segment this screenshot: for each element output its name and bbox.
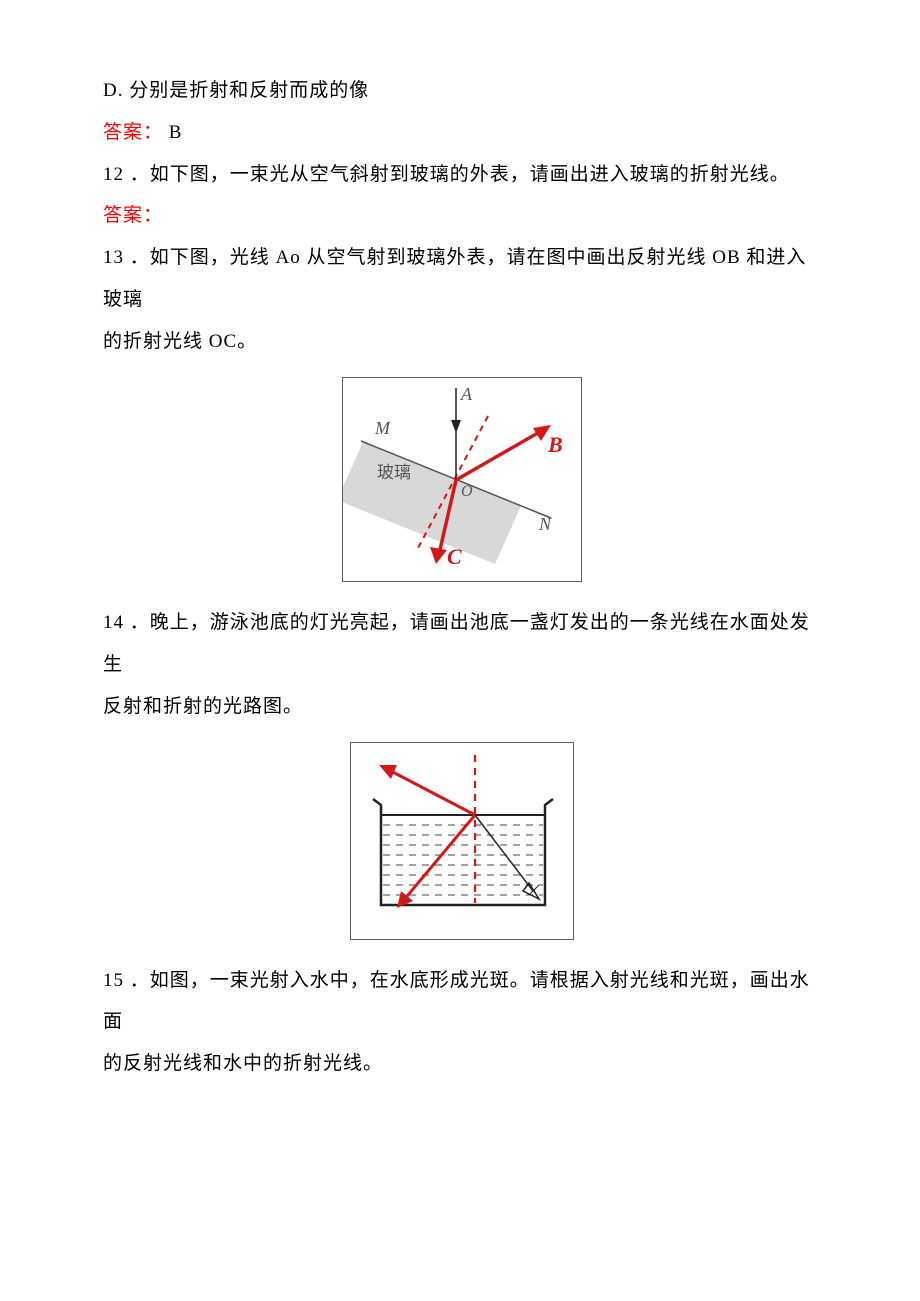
figure-14-svg [351, 743, 573, 923]
glass-shape [343, 442, 521, 564]
answer-label-11: 答案： [103, 122, 163, 143]
figure-14-box [350, 742, 574, 940]
answer-12: 答案： [103, 195, 820, 237]
question-13-line2: 的折射光线 OC。 [103, 321, 820, 363]
figure-14-row [103, 742, 820, 940]
question-14-line2: 反射和折射的光路图。 [103, 686, 820, 728]
question-13-line1: 13 ．如下图，光线 Ao 从空气射到玻璃外表，请在图中画出反射光线 OB 和进… [103, 237, 820, 321]
label-o: O [461, 483, 473, 500]
label-b: B [547, 432, 563, 457]
figure-13-row: M A B N O C 玻璃 [103, 377, 820, 583]
label-glass: 玻璃 [377, 463, 411, 482]
reflected-ray-14 [403, 815, 475, 901]
label-n: N [538, 514, 552, 534]
water-fill [383, 825, 543, 895]
answer-label-12: 答案： [103, 205, 163, 226]
refracted-arrow-icon [430, 547, 447, 564]
question-15-line1: 15 ．如图，一束光射入水中，在水底形成光斑。请根据入射光线和光斑，画出水面 [103, 960, 820, 1044]
answer-value-11: B [169, 122, 183, 143]
option-d: D. 分别是折射和反射而成的像 [103, 70, 820, 112]
label-a: A [460, 384, 473, 404]
incident-ray-14 [475, 815, 533, 891]
question-15-line2: 的反射光线和水中的折射光线。 [103, 1043, 820, 1085]
figure-13-svg: M A B N O C 玻璃 [343, 378, 581, 566]
label-m: M [374, 418, 391, 438]
refracted-ray-14 [387, 769, 475, 815]
figure-13-box: M A B N O C 玻璃 [342, 377, 582, 583]
question-14-line1: 14 ．晚上，游泳池底的灯光亮起，请画出池底一盏灯发出的一条光线在水面处发生 [103, 602, 820, 686]
incident-arrow-icon [451, 420, 461, 433]
lamp-icon [523, 883, 539, 899]
answer-11: 答案： B [103, 112, 820, 154]
label-c: C [447, 544, 462, 566]
reflected-ray [456, 430, 543, 480]
question-12: 12 ．如下图，一束光从空气斜射到玻璃的外表，请画出进入玻璃的折射光线。 [103, 154, 820, 196]
